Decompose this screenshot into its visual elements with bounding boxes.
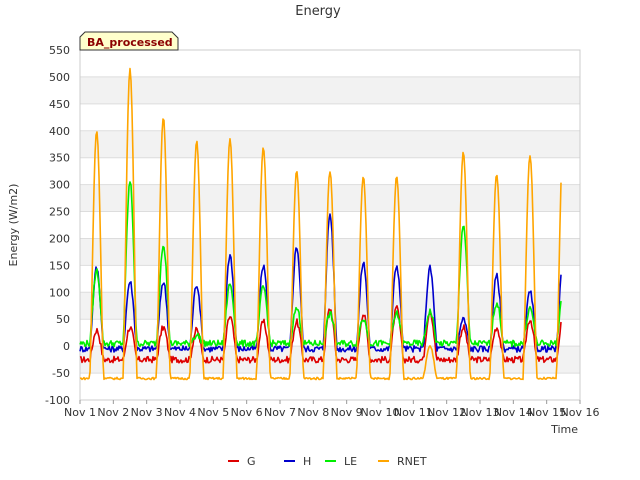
x-tick-label: Nov 9 (331, 406, 363, 419)
badge-box (79, 31, 179, 51)
x-tick-label: Nov 7 (264, 406, 296, 419)
background-band (80, 76, 580, 104)
y-tick-label: 350 (49, 152, 70, 165)
y-tick-label: 200 (49, 232, 70, 245)
legend-label: RNET (397, 455, 427, 468)
background-band (80, 346, 580, 374)
background-band (80, 238, 580, 266)
series-line-le (79, 181, 562, 348)
legend-item-g: G (228, 455, 256, 468)
x-tick-label: Nov 5 (197, 406, 229, 419)
series-line-rnet (79, 67, 562, 381)
legend-item-rnet: RNET (378, 455, 427, 468)
legend-label: G (247, 455, 256, 468)
y-tick-label: 100 (49, 286, 70, 299)
x-tick-label: Nov 8 (297, 406, 329, 419)
y-tick-label: -100 (45, 394, 70, 407)
legend-item-h: H (284, 455, 311, 468)
x-tick-label: Nov 2 (97, 406, 129, 419)
series-line-g (79, 305, 562, 364)
x-tick-label: Nov 6 (231, 406, 263, 419)
legend-label: LE (344, 455, 357, 468)
x-tick-label: Nov 15 (527, 406, 566, 419)
y-tick-label: 450 (49, 98, 70, 111)
background-bands (80, 76, 580, 374)
plot-frame (79, 49, 581, 401)
y-axis-label: Energy (W/m2) (7, 184, 20, 267)
y-tick-label: 550 (49, 44, 70, 57)
x-axis-ticks: Nov 1 Nov 2 Nov 3 Nov 4 Nov 5 Nov 6 Nov 7 Nov 8… (64, 400, 599, 419)
x-tick-label: Nov 16 (561, 406, 600, 419)
y-tick-label: 50 (56, 313, 70, 326)
legend-item-le: LE (325, 455, 357, 468)
background-band (80, 130, 580, 158)
x-tick-label: Nov 3 (131, 406, 163, 419)
y-tick-label: 150 (49, 259, 70, 272)
x-axis-label: Time (550, 423, 578, 436)
legend: G H LE RNET (228, 455, 427, 468)
x-tick-label: Nov 12 (427, 406, 466, 419)
y-tick-label: -50 (52, 367, 70, 380)
background-band (80, 184, 580, 212)
x-tick-label: Nov 1 (64, 406, 96, 419)
series-layer (79, 67, 562, 381)
y-tick-label: 0 (63, 340, 70, 353)
y-tick-label: 300 (49, 179, 70, 192)
x-tick-label: Nov 11 (394, 406, 433, 419)
badge-label: BA_processed (87, 36, 173, 49)
y-tick-label: 400 (49, 125, 70, 138)
y-tick-label: 250 (49, 206, 70, 219)
x-tick-label: Nov 4 (164, 406, 196, 419)
x-tick-label: Nov 14 (494, 406, 533, 419)
series-line-h (79, 213, 562, 353)
legend-label: H (303, 455, 311, 468)
chart-title: Energy (295, 4, 341, 19)
y-axis-ticks: -100 -50 0 50 100 150 200 250 300 350 400 450 500 550 (45, 44, 70, 407)
gridlines (80, 49, 580, 401)
x-tick-label: Nov 13 (461, 406, 500, 419)
x-tick-label: Nov 10 (361, 406, 400, 419)
y-tick-label: 500 (49, 71, 70, 84)
processed-badge: BA_processed (79, 31, 179, 51)
